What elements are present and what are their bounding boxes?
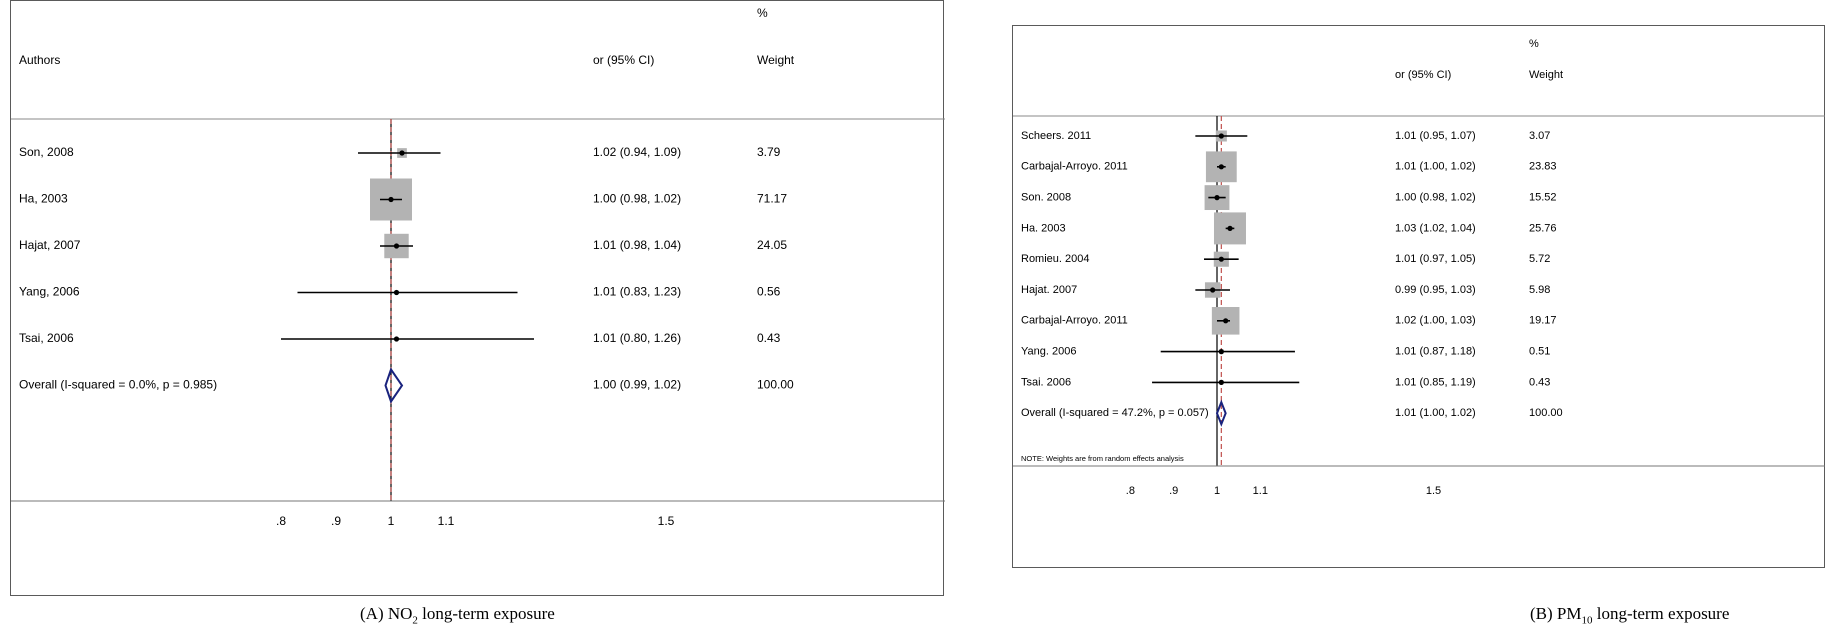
b-study-weight: 15.52 (1529, 192, 1557, 204)
b-study-label: Ha. 2003 (1021, 222, 1066, 234)
b-overall-diamond (1215, 399, 1227, 427)
a-study-label: Son, 2008 (19, 145, 74, 159)
b-study-ci: 1.01 (0.85, 1.19) (1395, 376, 1476, 388)
b-study-weight: 23.83 (1529, 161, 1557, 173)
b-study-label: Carbajal-Arroyo. 2011 (1021, 315, 1128, 327)
a-study-point (393, 336, 400, 342)
b-header-ci: or (95% CI) (1395, 69, 1451, 81)
caption-a-prefix: (A) NO (360, 604, 413, 623)
b-x-tick-label: 1.5 (1426, 485, 1441, 497)
b-study-label: Carbajal-Arroyo. 2011 (1021, 161, 1128, 173)
a-x-tick-label: 1.5 (658, 514, 675, 528)
a-x-tick-label: 1 (388, 514, 395, 528)
a-study-label: Ha, 2003 (19, 192, 68, 206)
caption-a: (A) NO2 long-term exposure (360, 604, 555, 626)
a-x-tick-label: .9 (331, 514, 341, 528)
a-header-weight: Weight (757, 53, 795, 67)
b-study-weight: 5.72 (1529, 253, 1550, 265)
b-x-tick-label: 1 (1214, 485, 1220, 497)
a-study-weight: 3.79 (757, 145, 781, 159)
a-overall-ci: 1.00 (0.99, 1.02) (593, 378, 681, 392)
b-x-tick-label: 1.1 (1253, 485, 1268, 497)
b-study-weight: 3.07 (1529, 130, 1550, 142)
b-overall-label: Overall (I-squared = 47.2%, p = 0.057) (1021, 407, 1209, 419)
a-study-label: Hajat, 2007 (19, 238, 81, 252)
b-study-point (1218, 379, 1224, 385)
caption-a-suffix: long-term exposure (417, 604, 555, 623)
b-study-weight: 0.51 (1529, 346, 1550, 358)
b-study-ci: 1.02 (1.00, 1.03) (1395, 315, 1476, 327)
forest-plot-panel-b: or (95% CI)% Weight Scheers. 2011 1.01 (0.9… (1012, 25, 1825, 568)
b-study-label: Romieu. 2004 (1021, 253, 1090, 265)
b-study-weight: 19.17 (1529, 315, 1557, 327)
b-study-label: Tsai. 2006 (1021, 376, 1071, 388)
b-study-ci: 1.01 (0.87, 1.18) (1395, 346, 1476, 358)
a-study-ci: 1.01 (0.80, 1.26) (593, 331, 681, 345)
b-overall-weight: 100.00 (1529, 407, 1563, 419)
a-study-weight: 24.05 (757, 238, 787, 252)
a-study-label: Yang, 2006 (19, 285, 80, 299)
forest-plot-a-svg: Authors or (95% CI)% Weight Son, 2008 1.02 (… (11, 6, 945, 528)
b-study-weight: 25.76 (1529, 222, 1557, 234)
b-header-weight: Weight (1529, 69, 1563, 81)
b-study-label: Scheers. 2011 (1021, 130, 1091, 142)
b-note: NOTE: Weights are from random effects an… (1021, 454, 1184, 463)
b-study-label: Son. 2008 (1021, 192, 1071, 204)
b-study-point (1214, 195, 1220, 201)
b-study-point (1218, 349, 1224, 355)
b-study-label: Yang. 2006 (1021, 346, 1076, 358)
a-study-ci: 1.02 (0.94, 1.09) (593, 145, 681, 159)
a-study-point (388, 196, 394, 203)
b-study-weight: 5.98 (1529, 284, 1550, 296)
a-x-tick-label: 1.1 (438, 514, 455, 528)
a-study-ci: 1.01 (0.83, 1.23) (593, 285, 681, 299)
a-overall-label: Overall (I-squared = 0.0%, p = 0.985) (19, 378, 217, 392)
b-study-ci: 1.00 (0.98, 1.02) (1395, 192, 1476, 204)
b-study-point (1227, 225, 1233, 231)
b-study-ci: 1.01 (0.97, 1.05) (1395, 253, 1476, 265)
b-x-tick-label: .8 (1126, 485, 1135, 497)
caption-b-subscript: 10 (1581, 614, 1593, 627)
a-overall-weight: 100.00 (757, 378, 794, 392)
a-study-weight: 0.56 (757, 285, 781, 299)
b-study-point (1218, 133, 1224, 139)
b-header-weight-pct: % (1529, 38, 1539, 50)
a-header-weight-pct: % (757, 6, 768, 20)
caption-b-suffix: long-term exposure (1592, 604, 1730, 623)
caption-b-prefix: (B) PM (1530, 604, 1582, 623)
b-study-point (1218, 164, 1224, 170)
a-study-label: Tsai, 2006 (19, 331, 74, 345)
b-x-tick-label: .9 (1169, 485, 1178, 497)
a-header-authors: Authors (19, 53, 60, 67)
b-study-ci: 0.99 (0.95, 1.03) (1395, 284, 1476, 296)
a-study-point (393, 243, 400, 249)
caption-a-subscript: 2 (412, 614, 418, 627)
a-study-point (393, 289, 400, 296)
a-header-ci: or (95% CI) (593, 53, 654, 67)
b-study-ci: 1.01 (0.95, 1.07) (1395, 130, 1476, 142)
forest-plot-panel-a: Authors or (95% CI)% Weight Son, 2008 1.02 (… (10, 0, 945, 596)
a-study-weight: 71.17 (757, 192, 787, 206)
a-x-tick-label: .8 (276, 514, 286, 528)
b-study-ci: 1.03 (1.02, 1.04) (1395, 222, 1476, 234)
b-overall-ci: 1.01 (1.00, 1.02) (1395, 407, 1476, 419)
a-study-ci: 1.00 (0.98, 1.02) (593, 192, 681, 206)
b-study-ci: 1.01 (1.00, 1.02) (1395, 161, 1476, 173)
b-study-point (1210, 287, 1216, 293)
b-study-point (1223, 318, 1229, 324)
b-study-point (1218, 256, 1224, 262)
forest-plot-b-svg: or (95% CI)% Weight Scheers. 2011 1.01 (0.9… (1013, 38, 1825, 497)
a-study-ci: 1.01 (0.98, 1.04) (593, 238, 681, 252)
b-study-label: Hajat. 2007 (1021, 284, 1077, 296)
a-overall-diamond (384, 367, 404, 404)
caption-b: (B) PM10 long-term exposure (1530, 604, 1729, 626)
a-study-weight: 0.43 (757, 331, 781, 345)
b-study-weight: 0.43 (1529, 376, 1550, 388)
a-study-point (399, 150, 405, 156)
